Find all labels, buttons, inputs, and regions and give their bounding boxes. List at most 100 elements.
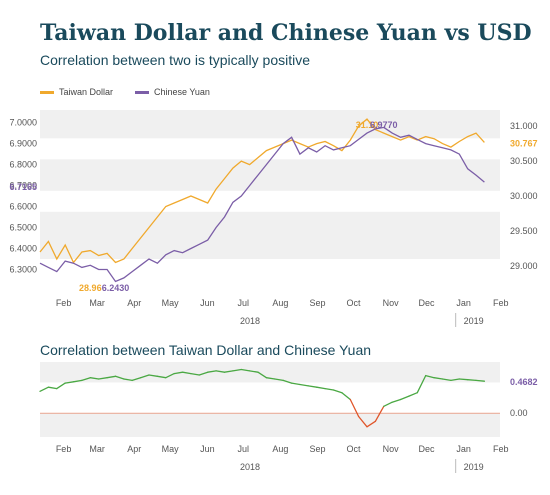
correlation-segment [341, 392, 351, 401]
legend-item-twd: Taiwan Dollar [40, 87, 113, 97]
band-corr-bottom [40, 413, 500, 437]
left-tick-label: 6.8000 [9, 160, 37, 170]
corr-x-tick-label: Mar [89, 444, 105, 454]
correlation-segment [39, 386, 50, 392]
year-label-2019: 2019 [464, 316, 484, 326]
correlation-segment [366, 420, 377, 428]
correlation-segment [232, 368, 242, 372]
x-tick-label: May [162, 298, 180, 308]
correlation-segment [215, 370, 226, 373]
corr-x-tick-label: Jul [238, 444, 250, 454]
x-tick-label: Dec [419, 298, 436, 308]
x-tick-label: Sep [310, 298, 326, 308]
correlation-segment [391, 398, 402, 403]
correlation-segment [56, 382, 66, 390]
x-tick-label: Feb [56, 298, 72, 308]
correlation-segment [156, 375, 167, 379]
corr-x-tick-label: Feb [56, 444, 72, 454]
x-tick-label: Apr [127, 298, 141, 308]
corr-year-label-2019: 2019 [464, 462, 484, 472]
correlation-segment [265, 377, 276, 380]
left-tick-label: 7.0000 [9, 118, 37, 128]
correlation-segment [458, 378, 469, 381]
correlation-segment [181, 371, 192, 375]
correlation-segment [240, 368, 251, 372]
series-line-chinese-yuan [39, 126, 485, 283]
left-tick-label: 6.6000 [9, 202, 37, 212]
correlation-segment [165, 372, 175, 379]
correlation-segment [223, 370, 234, 373]
left-tick-label: 6.7000 [9, 181, 37, 191]
legend-swatch-twd [40, 90, 54, 94]
correlation-segment [399, 395, 410, 401]
correlation-segment [307, 385, 318, 388]
correlation-segment [441, 378, 452, 382]
left-tick-label: 6.4000 [9, 244, 37, 254]
corr-x-tick-label: Dec [419, 444, 436, 454]
series-line-taiwan-dollar [39, 118, 485, 264]
chart-title: Taiwan Dollar and Chinese Yuan vs USD [40, 20, 532, 46]
legend-item-cny: Chinese Yuan [135, 87, 210, 97]
corr-x-tick-label: Feb [493, 444, 509, 454]
correlation-segment [207, 370, 217, 373]
correlation-segment [475, 379, 486, 382]
right-tick-label: 30.000 [510, 191, 538, 201]
correlation-segment [450, 378, 460, 382]
chart-subtitle: Correlation between two is typically pos… [40, 52, 311, 68]
correlation-segment [383, 401, 393, 407]
legend: Taiwan Dollar Chinese Yuan [40, 87, 232, 97]
correlation-segment [173, 371, 184, 375]
correlation-segment [408, 392, 418, 397]
corr-x-tick-label: Apr [127, 444, 141, 454]
corr-x-tick-label: Jun [200, 444, 215, 454]
annotation-28-96: 28.96 [79, 283, 102, 293]
correlation-segment [123, 378, 133, 382]
corr-x-tick-label: Nov [383, 444, 400, 454]
right-tick-label: 29.500 [510, 226, 538, 236]
right-tick-label: 31.000 [510, 121, 538, 131]
x-tick-label: Jun [200, 298, 215, 308]
correlation-segment [89, 377, 100, 380]
corr-tick-label: 0.00 [510, 408, 528, 418]
corr-x-tick-label: Oct [346, 444, 361, 454]
band-0 [40, 110, 500, 139]
correlation-segment [139, 374, 150, 379]
correlation-segment [425, 374, 435, 379]
correlation-segment [248, 370, 259, 373]
left-tick-label: 6.9000 [9, 139, 37, 149]
correlation-segment [467, 379, 477, 382]
x-tick-label: Oct [346, 298, 361, 308]
x-tick-label: Aug [272, 298, 288, 308]
x-tick-label: Jan [456, 298, 471, 308]
annotation-6-9770: 6.9770 [370, 120, 398, 130]
correlation-segment [349, 398, 360, 418]
corr-x-tick-label: Aug [272, 444, 288, 454]
correlation-segment [416, 374, 427, 394]
correlation-segment [290, 382, 301, 386]
corr-x-tick-label: Sep [310, 444, 326, 454]
correlation-segment [72, 379, 83, 383]
corr-x-tick-label: May [162, 444, 180, 454]
corr-year-label-2018: 2018 [240, 462, 260, 472]
correlation-segment [274, 378, 284, 382]
right-tick-label: 29.000 [510, 261, 538, 271]
correlation-segment [332, 389, 343, 394]
correlation-segment [282, 379, 293, 384]
left-tick-label: 6.3000 [9, 265, 37, 275]
legend-swatch-cny [135, 90, 150, 94]
correlation-segment [198, 371, 209, 376]
band-2 [40, 211, 500, 260]
correlation-segment [81, 377, 91, 382]
band-corr-top [40, 362, 500, 383]
corr-x-tick-label: Jan [456, 444, 471, 454]
correlation-segment [257, 371, 268, 379]
correlation-chart-title: Correlation between Taiwan Dollar and Ch… [40, 342, 372, 358]
x-tick-label: Mar [89, 298, 105, 308]
correlation-segment [357, 415, 368, 428]
right-tick-label: 30.500 [510, 156, 538, 166]
correlation-segment [114, 375, 125, 380]
legend-label-twd: Taiwan Dollar [59, 87, 114, 97]
correlation-segment [374, 405, 385, 422]
x-tick-label: Feb [493, 298, 509, 308]
